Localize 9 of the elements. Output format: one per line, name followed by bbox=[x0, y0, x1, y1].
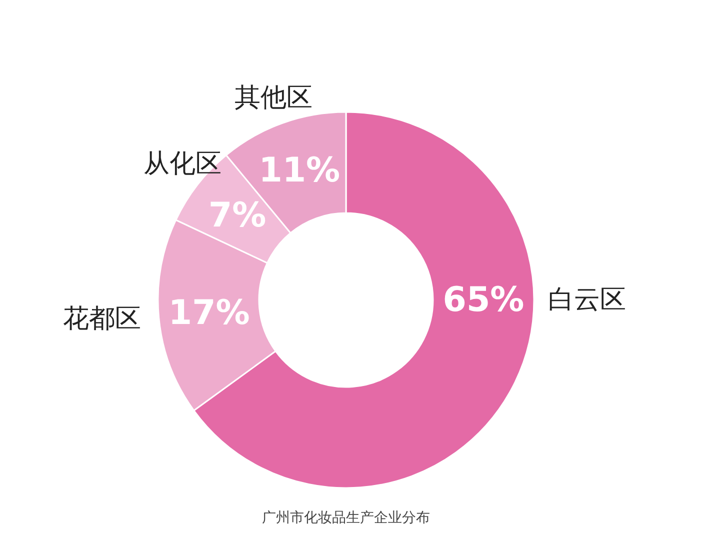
data-label: 65% bbox=[442, 280, 524, 320]
slice-label: 从化区 bbox=[143, 149, 222, 180]
text: 广州市化妆品生产企业分布 bbox=[262, 510, 430, 526]
data-label: 7% bbox=[208, 196, 266, 236]
slice-label: 白云区 bbox=[548, 285, 626, 315]
slice-label: 花都区 bbox=[62, 304, 141, 334]
data-label: 17% bbox=[168, 292, 250, 333]
slice-label: 其他区 bbox=[234, 82, 313, 113]
data-label: 11% bbox=[258, 150, 340, 191]
